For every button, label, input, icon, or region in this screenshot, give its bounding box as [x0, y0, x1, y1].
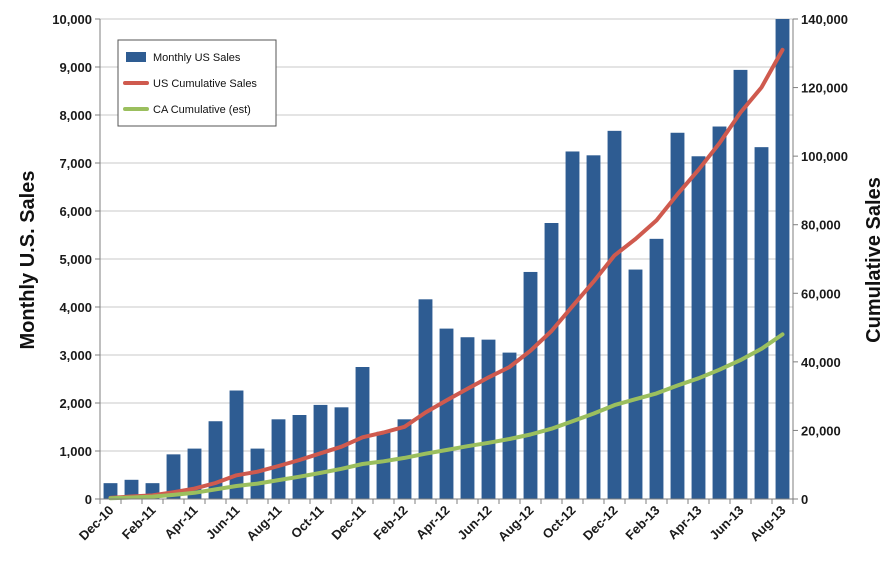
- y-tick-label: 2,000: [59, 396, 92, 411]
- y-tick-label: 1,000: [59, 444, 92, 459]
- bar: [250, 448, 265, 499]
- x-tick-label: Oct-12: [539, 503, 578, 542]
- bar: [481, 339, 496, 499]
- bar: [754, 147, 769, 499]
- legend: Monthly US Sales US Cumulative Sales CA Cu…: [117, 39, 277, 127]
- x-tick-label: Apr-12: [413, 503, 453, 543]
- series-line: [108, 332, 785, 501]
- x-tick-label: Jun-11: [203, 503, 243, 543]
- x-tick-label: Dec-11: [328, 503, 368, 543]
- x-tick-label: Feb-13: [622, 503, 662, 543]
- bar: [775, 19, 790, 499]
- bar: [544, 223, 559, 499]
- y2-axis-title: Cumulative Sales: [863, 177, 885, 343]
- bar: [124, 479, 139, 499]
- legend-label: CA Cumulative (est): [153, 104, 251, 116]
- x-tick-label: Apr-13: [665, 503, 705, 543]
- x-tick-label: Feb-11: [119, 503, 159, 543]
- bar: [229, 390, 244, 499]
- x-tick-label: Aug-12: [495, 503, 537, 545]
- y2-tick-label: 100,000: [801, 149, 848, 164]
- bar: [586, 155, 601, 499]
- x-axis-ticks: Dec-10 Feb-11 Apr-11 Jun-11 Aug-11 Oct-11 Dec-…: [76, 499, 794, 545]
- y-axis-title: Monthly U.S. Sales: [17, 171, 39, 350]
- y-tick-label: 8,000: [59, 108, 92, 123]
- x-tick-label: Aug-11: [243, 503, 284, 544]
- bar: [376, 431, 391, 499]
- bar: [649, 238, 664, 499]
- y-tick-label: 7,000: [59, 156, 92, 171]
- x-tick-label: Jun-12: [454, 503, 494, 543]
- bar: [502, 352, 517, 499]
- legend-label: US Cumulative Sales: [153, 78, 257, 90]
- y2-tick-label: 20,000: [801, 423, 841, 438]
- bar: [460, 337, 475, 499]
- y-tick-label: 3,000: [59, 348, 92, 363]
- y2-tick-label: 0: [801, 492, 808, 507]
- y2-axis-ticks: 0 20,000 40,000 60,000 80,000 100,000 120,000 1…: [793, 12, 848, 507]
- bar: [670, 132, 685, 499]
- x-tick-label: Aug-13: [747, 503, 789, 545]
- y-tick-label: 0: [85, 492, 92, 507]
- bar: [712, 126, 727, 500]
- y2-tick-label: 80,000: [801, 218, 841, 233]
- bar: [691, 156, 706, 499]
- bar: [166, 454, 181, 499]
- bar: [271, 419, 286, 499]
- bar: [565, 151, 580, 500]
- y-tick-label: 6,000: [59, 204, 92, 219]
- y2-tick-label: 60,000: [801, 286, 841, 301]
- y2-tick-label: 120,000: [801, 81, 848, 96]
- bar: [607, 130, 622, 499]
- bar: [628, 269, 643, 499]
- y-tick-label: 4,000: [59, 300, 92, 315]
- bar: [103, 483, 118, 499]
- legend-label: Monthly US Sales: [153, 52, 241, 64]
- x-tick-label: Apr-11: [161, 503, 200, 542]
- bar: [208, 421, 223, 499]
- x-tick-label: Feb-12: [370, 503, 410, 543]
- legend-swatch: [126, 52, 146, 62]
- line-series: [108, 47, 785, 501]
- bar: [439, 328, 454, 499]
- series-line: [108, 47, 785, 500]
- bar: [418, 299, 433, 499]
- y2-tick-label: 40,000: [801, 355, 841, 370]
- x-tick-label: Dec-10: [76, 503, 117, 544]
- y-tick-label: 5,000: [59, 252, 92, 267]
- y-tick-label: 10,000: [52, 12, 92, 27]
- bar: [355, 367, 370, 499]
- y2-tick-label: 140,000: [801, 12, 848, 27]
- bar: [733, 69, 748, 499]
- bar: [523, 271, 538, 499]
- x-tick-label: Oct-11: [288, 503, 327, 542]
- y-axis-ticks: 0 1,000 2,000 3,000 4,000 5,000 6,000 7,000 8,00…: [52, 12, 100, 507]
- x-tick-label: Jun-13: [706, 503, 746, 543]
- bar: [334, 407, 349, 499]
- y-tick-label: 9,000: [59, 60, 92, 75]
- x-tick-label: Dec-12: [580, 503, 621, 544]
